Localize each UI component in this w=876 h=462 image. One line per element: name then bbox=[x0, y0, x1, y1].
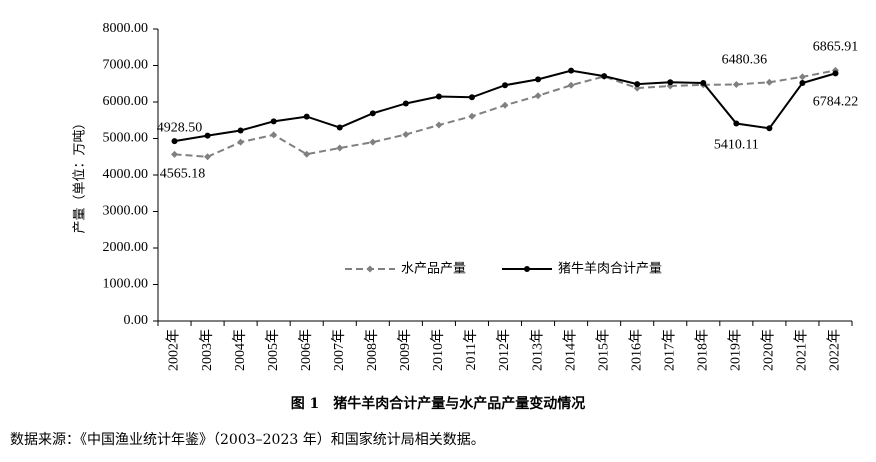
data-point-aquatic bbox=[435, 121, 443, 129]
data-point-meat bbox=[435, 93, 442, 100]
data-point-meat bbox=[634, 81, 641, 88]
data-label: 6784.22 bbox=[813, 95, 859, 110]
data-label: 6480.36 bbox=[722, 53, 768, 68]
x-tick-label: 2009年 bbox=[397, 329, 413, 371]
data-point-meat bbox=[402, 100, 409, 107]
data-source-note: 数据来源：《中国渔业统计年鉴》（2003–2023 年）和国家统计局相关数据。 bbox=[10, 432, 485, 448]
data-point-aquatic bbox=[402, 130, 410, 138]
data-point-meat bbox=[369, 110, 376, 117]
data-point-meat bbox=[502, 82, 508, 89]
x-tick-label: 2003年 bbox=[199, 329, 215, 371]
annotations: 4928.50 4565.18 6480.36 5410.11 6865.91 6784.… bbox=[157, 40, 858, 182]
data-point-aquatic bbox=[171, 150, 179, 158]
data-point-meat bbox=[303, 113, 310, 120]
data-point-meat bbox=[733, 120, 740, 127]
x-tick-label: 2018年 bbox=[695, 329, 711, 371]
series-layer bbox=[171, 66, 839, 161]
line-chart: 0.00 1000.00 2000.00 3000.00 4000.00 5000.00 6… bbox=[73, 21, 859, 371]
data-point-meat bbox=[601, 73, 608, 80]
data-label: 6865.91 bbox=[813, 40, 859, 55]
data-point-meat bbox=[700, 80, 707, 87]
data-point-meat bbox=[237, 127, 244, 134]
data-point-aquatic bbox=[798, 73, 806, 81]
data-label: 5410.11 bbox=[714, 138, 759, 153]
x-tick-label: 2017年 bbox=[661, 329, 677, 371]
legend-label: 猪牛羊肉合计产量 bbox=[558, 261, 662, 277]
data-point-aquatic bbox=[534, 92, 542, 100]
data-point-meat bbox=[171, 138, 178, 145]
figure-caption: 图 1 猪牛羊肉合计产量与水产品产量变动情况 bbox=[290, 396, 586, 412]
data-point-aquatic bbox=[204, 153, 212, 161]
y-tick-label: 3000.00 bbox=[103, 204, 149, 219]
x-tick-label: 2011年 bbox=[463, 329, 479, 370]
legend-marker bbox=[524, 266, 530, 272]
data-point-aquatic bbox=[732, 80, 740, 88]
data-point-aquatic bbox=[765, 78, 773, 86]
data-point-aquatic bbox=[501, 101, 509, 109]
data-point-meat bbox=[468, 94, 475, 101]
legend-label: 水产品产量 bbox=[401, 262, 466, 277]
y-tick-label: 4000.00 bbox=[103, 167, 149, 182]
x-tick-label: 2014年 bbox=[562, 329, 578, 371]
x-tick-label: 2019年 bbox=[728, 329, 744, 371]
data-point-meat bbox=[667, 79, 674, 86]
x-tick-label: 2021年 bbox=[794, 329, 810, 371]
y-tick-label: 6000.00 bbox=[103, 94, 149, 109]
data-point-aquatic bbox=[237, 138, 245, 146]
data-point-meat bbox=[766, 125, 773, 132]
x-tick-label: 2020年 bbox=[761, 329, 777, 371]
data-point-meat bbox=[336, 124, 343, 131]
y-tick-label: 7000.00 bbox=[103, 58, 149, 73]
x-tick-label: 2006年 bbox=[298, 329, 314, 371]
y-axis-label: 产量（单位：万吨） bbox=[73, 116, 88, 233]
data-label: 4928.50 bbox=[157, 120, 203, 135]
x-tick-label: 2002年 bbox=[166, 329, 182, 371]
data-point-meat bbox=[204, 132, 211, 139]
x-axis-ticks: 2002年 2003年 2004年 2005年 2006年 2007年 2008年 2009年… bbox=[157, 321, 853, 371]
x-tick-label: 2004年 bbox=[232, 329, 248, 371]
data-point-aquatic bbox=[303, 150, 311, 158]
data-point-meat bbox=[270, 118, 277, 125]
y-tick-label: 0.00 bbox=[124, 313, 149, 328]
data-point-aquatic bbox=[567, 81, 575, 89]
data-point-meat bbox=[568, 67, 575, 74]
y-tick-label: 8000.00 bbox=[103, 21, 149, 36]
data-label: 4565.18 bbox=[160, 167, 206, 182]
data-point-aquatic bbox=[270, 131, 278, 139]
x-tick-label: 2013年 bbox=[529, 329, 545, 371]
legend: 水产品产量 猪牛羊肉合计产量 bbox=[345, 261, 662, 277]
x-tick-label: 2012年 bbox=[496, 329, 512, 371]
data-point-meat bbox=[535, 76, 542, 83]
y-axis-ticks: 0.00 1000.00 2000.00 3000.00 4000.00 5000.00 6… bbox=[103, 21, 158, 328]
data-point-aquatic bbox=[369, 138, 377, 146]
x-tick-label: 2007年 bbox=[331, 329, 347, 371]
y-tick-label: 2000.00 bbox=[103, 240, 149, 255]
y-tick-label: 1000.00 bbox=[103, 277, 149, 292]
data-point-aquatic bbox=[336, 144, 344, 152]
data-point-aquatic bbox=[468, 112, 476, 120]
x-tick-label: 2008年 bbox=[364, 329, 380, 371]
x-tick-label: 2010年 bbox=[430, 329, 446, 371]
x-tick-label: 2022年 bbox=[827, 329, 843, 371]
y-tick-label: 5000.00 bbox=[103, 131, 149, 146]
x-tick-label: 2005年 bbox=[265, 329, 281, 371]
x-tick-label: 2016年 bbox=[628, 329, 644, 371]
data-point-meat bbox=[832, 70, 839, 77]
data-point-meat bbox=[799, 80, 806, 87]
x-tick-label: 2015年 bbox=[595, 329, 611, 371]
legend-marker bbox=[366, 265, 374, 273]
